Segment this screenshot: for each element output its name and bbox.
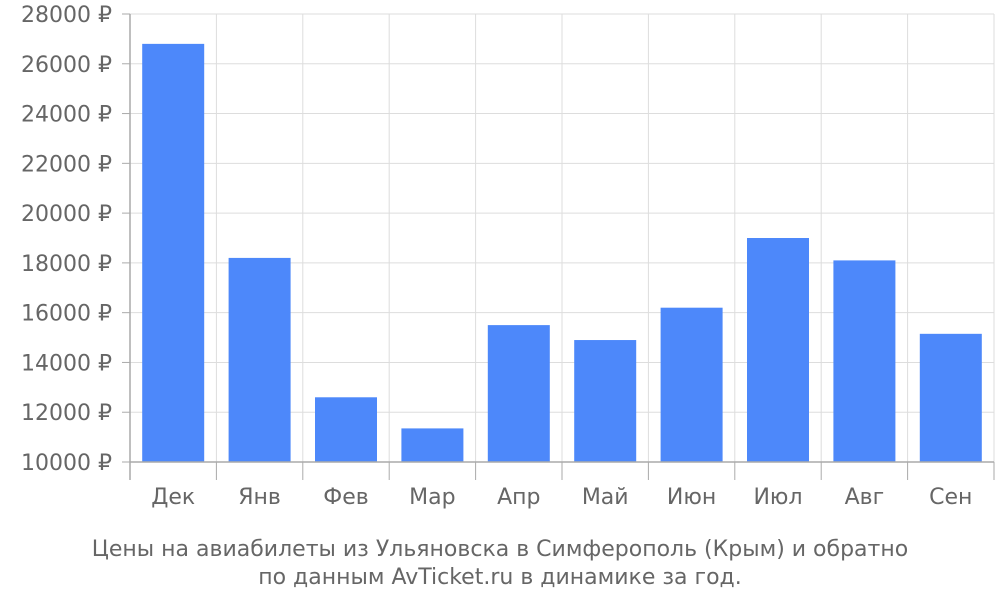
bar-2 [315, 397, 377, 462]
y-tick-label: 18000 ₽ [21, 252, 112, 277]
caption-line-1: Цены на авиабилеты из Ульяновска в Симфе… [92, 537, 908, 562]
bar-8 [833, 260, 896, 462]
bars [142, 43, 982, 462]
y-tick-label: 20000 ₽ [21, 202, 112, 227]
y-tick-label: 26000 ₽ [21, 53, 112, 78]
bar-1 [228, 257, 291, 462]
y-tick-label: 28000 ₽ [21, 3, 112, 28]
x-tick-label: Июн [667, 485, 716, 510]
x-tick-label: Май [582, 485, 629, 510]
y-tick-labels: 10000 ₽ 12000 ₽ 14000 ₽ 16000 ₽ 18000 ₽ 20000… [21, 3, 112, 476]
y-tick-label: 10000 ₽ [21, 451, 112, 476]
x-tick-label: Апр [497, 485, 540, 510]
bar-0 [142, 43, 205, 462]
y-tick-label: 24000 ₽ [21, 103, 112, 128]
y-tick-label: 14000 ₽ [21, 351, 112, 376]
x-tick-label: Дек [151, 485, 195, 510]
x-tick-label: Сен [929, 485, 972, 510]
axes [122, 13, 995, 480]
x-tick-label: Июл [753, 485, 802, 510]
x-tick-label: Янв [238, 485, 281, 510]
bar-3 [401, 428, 464, 462]
x-tick-label: Мар [409, 485, 455, 510]
y-tick-label: 16000 ₽ [21, 302, 112, 327]
y-tick-label: 12000 ₽ [21, 401, 112, 426]
x-tick-labels: Дек Янв Фев Мар Апр Май Июн Июл Авг Сен [151, 485, 972, 510]
bar-4 [487, 325, 550, 462]
bar-7 [747, 238, 809, 462]
bar-6 [660, 307, 723, 462]
bar-5 [574, 340, 637, 462]
bar-9 [919, 333, 982, 462]
caption-line-2: по данным AvTicket.ru в динамике за год. [258, 565, 742, 590]
x-tick-label: Авг [845, 485, 885, 510]
x-tick-label: Фев [323, 485, 368, 510]
y-tick-label: 22000 ₽ [21, 152, 112, 177]
